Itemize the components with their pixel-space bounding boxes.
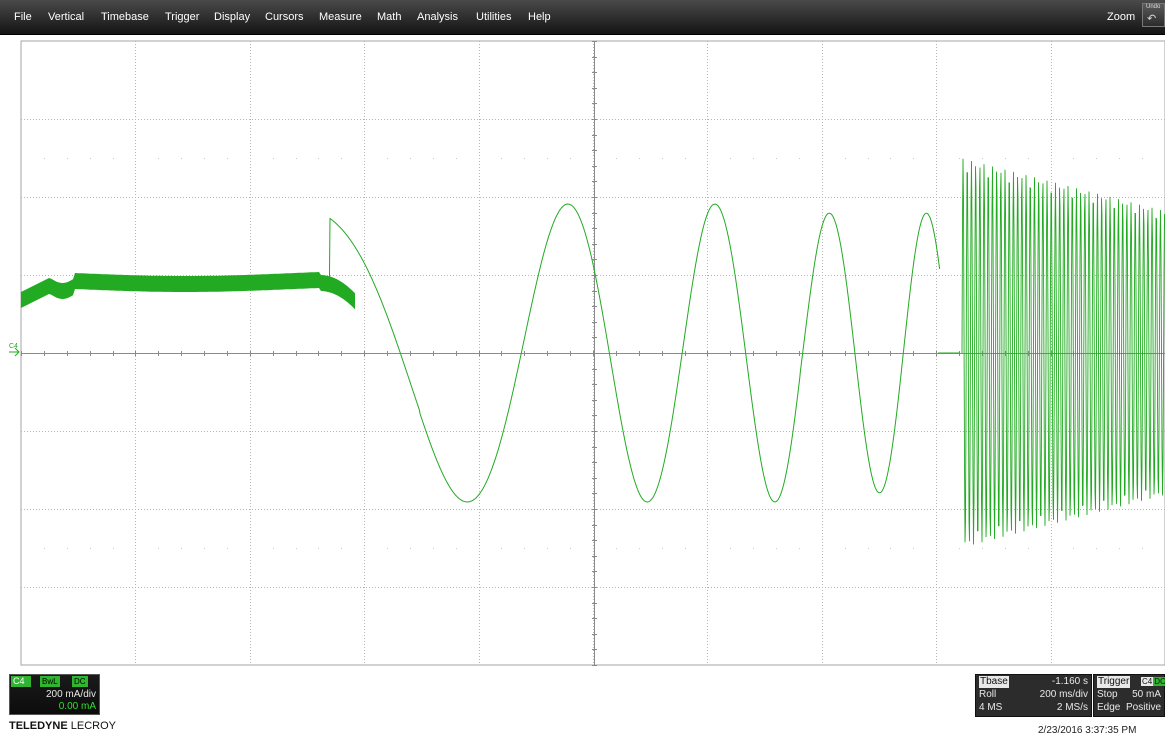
trigger-coupling: DC [1153, 677, 1165, 686]
undo-label: Undo [1146, 4, 1161, 10]
menu-cursors[interactable]: Cursors [265, 11, 304, 23]
channel-ground-arrow-icon [9, 347, 20, 357]
coupling-badge: DC [72, 676, 88, 687]
menu-file[interactable]: File [14, 11, 32, 23]
undo-icon: ↶ [1147, 13, 1157, 25]
timestamp: 2/23/2016 3:37:35 PM [1038, 725, 1137, 736]
channel-scale: 200 mA/div [45, 689, 96, 700]
waveform-envelope [21, 272, 355, 310]
bandwidth-limit-badge: BwL [40, 676, 60, 687]
menu-math[interactable]: Math [377, 11, 402, 23]
trigger-level: 50 mA [1132, 689, 1161, 700]
menu-vertical[interactable]: Vertical [48, 11, 85, 23]
trigger-source: C4 [1141, 677, 1154, 686]
channel-trace-tag: C4 [9, 343, 18, 350]
trigger-type: Edge [1097, 702, 1121, 713]
menu-timebase[interactable]: Timebase [101, 11, 149, 23]
menu-measure[interactable]: Measure [319, 11, 362, 23]
timebase-mode: Roll [979, 689, 997, 700]
trigger-label: Trigger [1097, 676, 1131, 688]
menu-bar: File Vertical Timebase Trigger Display C… [0, 0, 1165, 35]
menu-analysis[interactable]: Analysis [417, 11, 458, 23]
undo-button[interactable]: Undo ↶ [1142, 3, 1165, 27]
zoom-label[interactable]: Zoom [1107, 11, 1136, 23]
brand-logo: TELEDYNE LECROY [9, 720, 116, 732]
timebase-label: Tbase [979, 676, 1009, 688]
trigger-slope: Positive [1125, 702, 1161, 713]
menu-trigger[interactable]: Trigger [165, 11, 200, 23]
waveform-trace [300, 203, 960, 503]
timebase-scale: 200 ms/div [1039, 689, 1088, 700]
timebase-descriptor[interactable]: Tbase -1.160 s Roll 200 ms/div 4 MS 2 MS… [975, 674, 1092, 717]
timebase-rate: 2 MS/s [1056, 702, 1088, 713]
waveform-trace-end [961, 158, 1165, 545]
channel-descriptor[interactable]: C4 BwL DC 200 mA/div 0.00 mA [9, 674, 100, 715]
menu-help[interactable]: Help [528, 11, 551, 23]
channel-offset: 0.00 mA [58, 701, 96, 712]
trigger-descriptor[interactable]: Trigger C4 DC Stop 50 mA Edge Positive [1093, 674, 1165, 717]
menu-display[interactable]: Display [214, 11, 251, 23]
timebase-delay: -1.160 s [1051, 676, 1088, 687]
trigger-state: Stop [1097, 689, 1118, 700]
menu-utilities[interactable]: Utilities [476, 11, 512, 23]
graticule [20, 40, 1165, 666]
timebase-samples: 4 MS [979, 702, 1003, 713]
channel-name: C4 [11, 676, 31, 687]
